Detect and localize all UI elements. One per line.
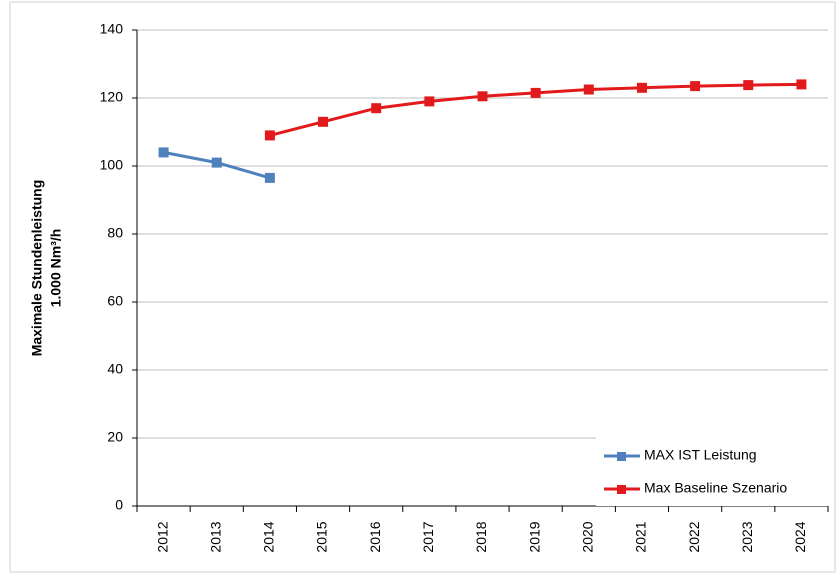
legend-label: Max Baseline Szenario — [644, 480, 787, 496]
marker — [690, 81, 701, 92]
marker — [477, 91, 488, 102]
x-tick-label: 2020 — [580, 521, 596, 552]
marker — [318, 116, 329, 127]
y-axis-label-line: 1.000 Nm³/h — [48, 229, 64, 308]
marker — [530, 87, 541, 98]
y-tick-label: 100 — [100, 157, 124, 173]
y-axis-label: Maximale Stundenleistung 1.000 Nm³/h — [29, 180, 64, 357]
y-tick-label: 20 — [107, 429, 123, 445]
y-tick-label: 0 — [115, 497, 123, 513]
chart-frame — [9, 1, 836, 573]
marker — [158, 147, 169, 158]
x-tick-label: 2019 — [526, 521, 542, 552]
marker — [211, 157, 222, 168]
x-tick-label: 2012 — [154, 521, 170, 552]
marker — [636, 82, 647, 93]
marker — [743, 80, 754, 91]
y-tick-label: 40 — [107, 361, 123, 377]
marker — [424, 96, 435, 107]
legend-box — [596, 436, 828, 506]
marker — [796, 79, 807, 90]
x-tick-label: 2015 — [314, 521, 330, 552]
marker — [371, 103, 382, 114]
marker — [264, 130, 275, 141]
x-tick-label: 2014 — [261, 521, 277, 552]
x-tick-label: 2021 — [633, 521, 649, 552]
x-tick-label: 2022 — [686, 521, 702, 552]
x-tick-label: 2017 — [420, 521, 436, 552]
legend-label: MAX IST Leistung — [644, 447, 757, 463]
y-tick-label: 80 — [107, 225, 123, 241]
y-axis-label-line: Maximale Stundenleistung — [29, 180, 45, 357]
legend-marker — [617, 485, 626, 494]
x-tick-label: 2024 — [792, 521, 808, 552]
legend-marker — [617, 452, 626, 461]
x-tick-label: 2013 — [207, 521, 223, 552]
y-tick-label: 120 — [100, 89, 124, 105]
y-tick-label: 140 — [100, 21, 124, 37]
x-tick-label: 2016 — [367, 521, 383, 552]
y-tick-label: 60 — [107, 293, 123, 309]
x-tick-label: 2023 — [739, 521, 755, 552]
marker — [264, 172, 275, 183]
x-tick-label: 2018 — [473, 521, 489, 552]
marker — [583, 84, 594, 95]
